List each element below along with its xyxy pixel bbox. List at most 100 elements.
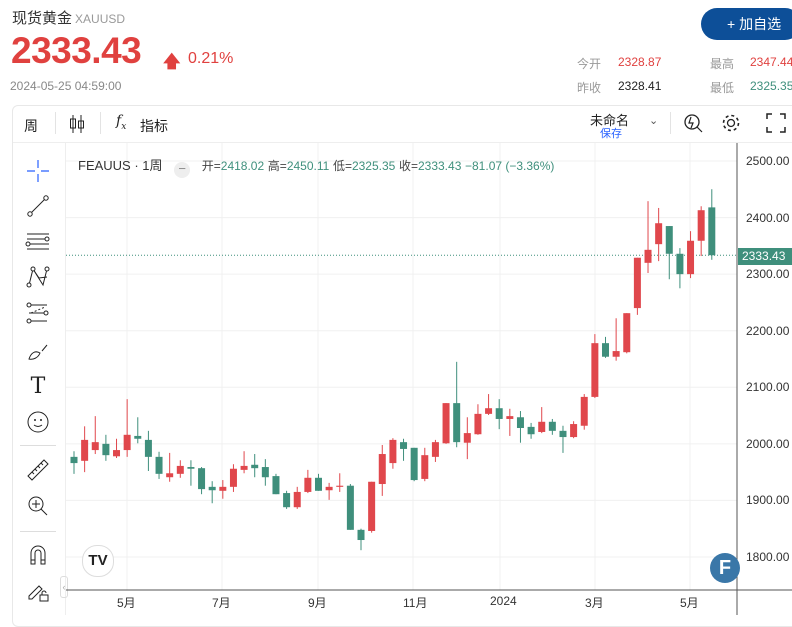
save-button[interactable]: 保存 xyxy=(600,128,622,140)
candle-body xyxy=(102,443,110,456)
candle-body xyxy=(527,426,535,435)
gear-icon[interactable] xyxy=(720,112,742,137)
time-axis-label: 11月 xyxy=(403,596,428,610)
indicators-button[interactable]: 指标 xyxy=(140,118,168,134)
magnet-icon[interactable] xyxy=(24,541,52,569)
candle-body xyxy=(81,439,89,461)
emoji-icon[interactable] xyxy=(24,408,52,436)
candle-body xyxy=(314,477,322,491)
candle-body xyxy=(655,223,663,245)
candle-body xyxy=(187,467,195,469)
instrument-title: 现货黄金 XAUUSD xyxy=(12,7,125,28)
candle-body xyxy=(144,439,152,457)
candle-body xyxy=(633,257,641,309)
price-axis-label: 1900.00 xyxy=(746,493,790,508)
legend-low-label: 低= xyxy=(332,159,352,173)
tradingview-logo[interactable]: TV xyxy=(82,545,114,577)
candle-body xyxy=(697,210,705,241)
horizontal-lines-icon[interactable] xyxy=(24,228,52,256)
candle-body xyxy=(240,465,248,470)
candle-body xyxy=(474,413,482,435)
chevron-down-icon[interactable]: ⌄ xyxy=(649,115,659,127)
candle-body xyxy=(538,421,546,432)
fullscreen-icon[interactable] xyxy=(766,113,786,136)
candle-body xyxy=(687,240,695,275)
ruler-icon[interactable] xyxy=(24,456,52,484)
prev-close-value: 2328.41 xyxy=(618,79,662,93)
candle-body xyxy=(548,421,556,431)
candlestick-chart[interactable] xyxy=(66,143,792,615)
candle-body xyxy=(708,207,716,256)
time-axis-label: 2024 xyxy=(490,594,517,608)
candle-body xyxy=(251,464,259,469)
candle-body xyxy=(421,455,429,479)
candle-body xyxy=(357,529,365,541)
candle-body xyxy=(591,343,599,397)
price-axis-label: 1800.00 xyxy=(746,549,790,564)
low-label: 最低 xyxy=(710,81,735,95)
f-logo-icon: F xyxy=(710,553,740,583)
candle-body xyxy=(612,351,620,357)
crosshair-icon[interactable] xyxy=(24,157,52,185)
prev-close-label: 昨收 xyxy=(577,81,602,95)
candle-body xyxy=(70,456,78,464)
pattern-icon[interactable] xyxy=(24,263,52,291)
time-axis-label: 9月 xyxy=(308,596,327,610)
price-axis-label: 2200.00 xyxy=(746,323,790,338)
divider xyxy=(20,531,56,532)
candle-body xyxy=(272,476,280,495)
time-axis-label: 7月 xyxy=(212,596,231,610)
candle-body xyxy=(176,465,184,474)
price-axis-label: 2400.00 xyxy=(746,210,790,225)
price-axis-label: 2500.00 xyxy=(746,154,790,168)
brush-icon[interactable] xyxy=(24,337,52,365)
add-watchlist-button[interactable]: + 加自选 xyxy=(701,8,792,40)
price-axis-label: 2000.00 xyxy=(746,436,790,451)
candle-body xyxy=(198,468,206,490)
legend-open-label: 开= xyxy=(201,159,221,173)
candle-body xyxy=(229,468,237,487)
legend-high-label: 高= xyxy=(267,159,287,173)
fib-icon[interactable] xyxy=(24,299,52,327)
low-value: 2325.35 xyxy=(750,79,792,93)
chart-legend: FEAUUS · 1周 − 开=2418.02 高=2450.11 低=2325… xyxy=(78,155,554,178)
candle-type-icon[interactable] xyxy=(68,113,86,138)
candle-body xyxy=(325,486,333,491)
hide-legend-icon[interactable]: − xyxy=(174,162,191,178)
chart-toolbar xyxy=(13,106,792,143)
legend-change: −81.07 (−3.36%) xyxy=(465,159,555,173)
legend-close: 2333.43 xyxy=(417,159,462,173)
candle-body xyxy=(495,408,503,419)
candle-body xyxy=(368,481,376,531)
timestamp: 2024-05-25 04:59:00 xyxy=(10,79,122,93)
candle-body xyxy=(378,454,386,485)
legend-open: 2418.02 xyxy=(220,159,265,173)
time-axis-label: 5月 xyxy=(680,596,699,610)
text-tool-icon[interactable]: T xyxy=(30,373,46,399)
trend-line-icon[interactable] xyxy=(24,192,52,220)
candle-body xyxy=(570,424,578,438)
replay-icon[interactable] xyxy=(682,112,704,137)
candle-body xyxy=(410,447,418,481)
candle-body xyxy=(506,416,514,419)
candle-body xyxy=(166,473,174,478)
instrument-name: 现货黄金 xyxy=(12,10,73,27)
fx-icon[interactable]: fx xyxy=(116,113,127,132)
drawing-tools-sidebar xyxy=(13,143,66,615)
zoom-in-icon[interactable] xyxy=(24,492,52,520)
candle-body xyxy=(304,477,312,492)
candle-body xyxy=(113,450,121,457)
candle-body xyxy=(453,403,461,443)
time-axis-label: 3月 xyxy=(585,596,604,610)
collapse-sidebar-button[interactable]: ‹ xyxy=(60,576,68,598)
candle-body xyxy=(155,456,163,474)
candle-body xyxy=(336,485,344,487)
candle-body xyxy=(346,485,354,530)
candle-body xyxy=(123,434,131,451)
interval-button[interactable]: 周 xyxy=(24,118,38,134)
layout-name[interactable]: 未命名 xyxy=(590,113,630,128)
candle-body xyxy=(293,491,301,508)
open-label: 今开 xyxy=(577,57,602,71)
lock-drawings-icon[interactable] xyxy=(24,577,52,605)
candle-body xyxy=(602,343,609,357)
